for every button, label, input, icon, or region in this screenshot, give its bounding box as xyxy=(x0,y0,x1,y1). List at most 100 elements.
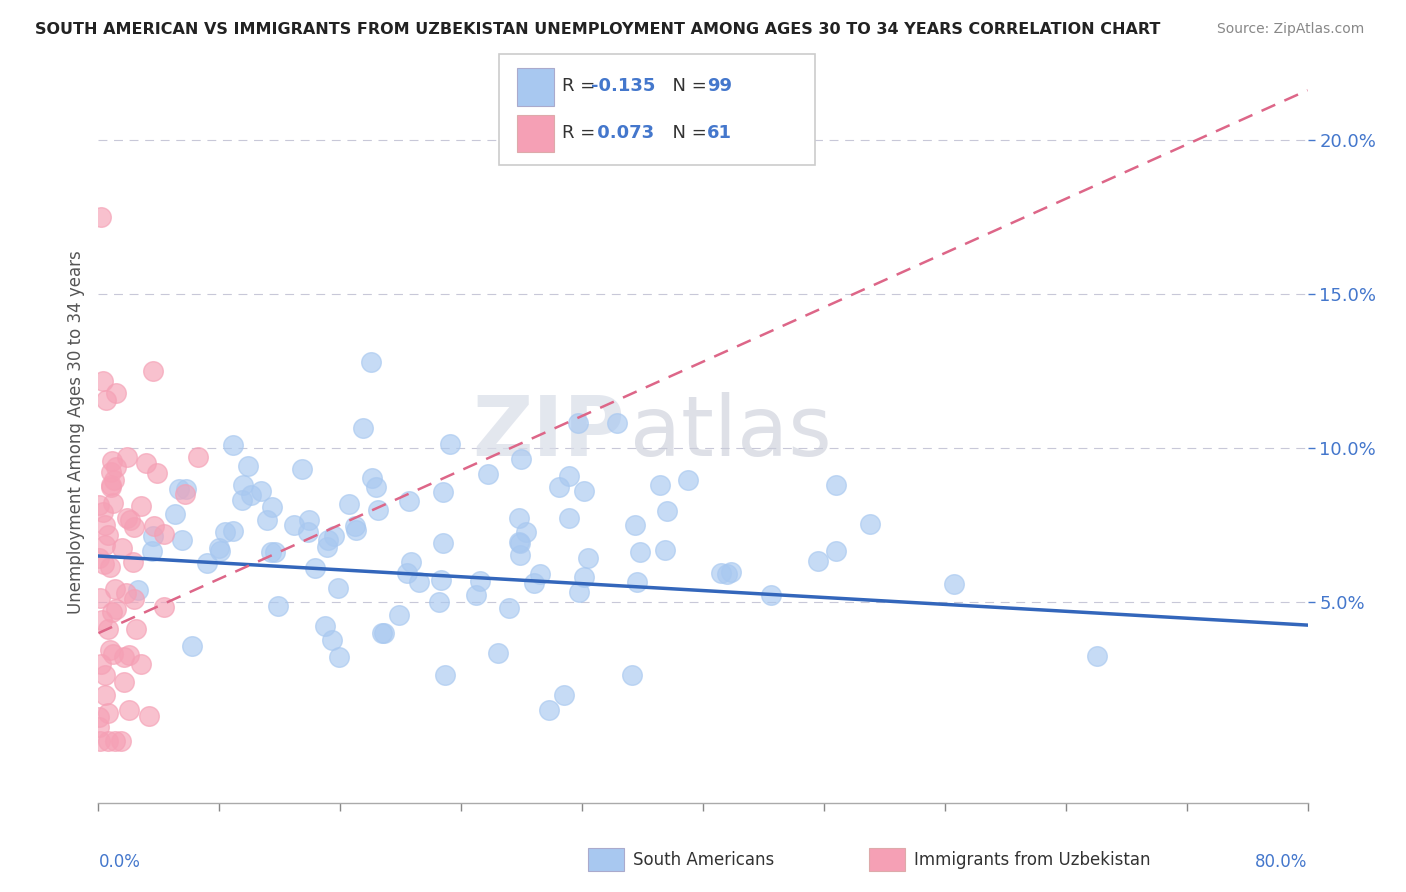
Point xyxy=(118,648,141,662)
Point xyxy=(214,525,236,540)
Point xyxy=(89,734,111,748)
Point xyxy=(408,574,430,589)
Point xyxy=(97,622,120,636)
Point xyxy=(429,595,451,609)
Point xyxy=(432,485,454,500)
Point xyxy=(122,519,145,533)
Point xyxy=(174,482,197,496)
Point xyxy=(291,462,314,476)
Point xyxy=(465,588,488,602)
Point xyxy=(142,364,165,378)
Point xyxy=(100,477,122,491)
Text: R =: R = xyxy=(562,124,602,142)
Text: ZIP: ZIP xyxy=(472,392,624,473)
Point xyxy=(208,541,231,555)
Text: 80.0%: 80.0% xyxy=(1256,853,1308,871)
Point xyxy=(361,471,384,485)
Point xyxy=(117,450,139,464)
Point xyxy=(105,385,128,400)
Point xyxy=(366,480,388,494)
Point xyxy=(172,533,194,547)
Point xyxy=(89,710,111,724)
Point xyxy=(321,632,343,647)
Point xyxy=(567,417,589,431)
Point xyxy=(90,210,112,224)
Point xyxy=(94,392,117,407)
Point xyxy=(89,498,111,512)
Point xyxy=(129,499,152,513)
Point xyxy=(124,591,146,606)
Point xyxy=(298,513,321,527)
Point xyxy=(94,667,117,681)
Point xyxy=(396,566,419,581)
Point xyxy=(240,488,263,502)
Point xyxy=(508,535,530,549)
Point xyxy=(655,503,678,517)
Point xyxy=(101,453,124,467)
Point xyxy=(87,720,110,734)
Point xyxy=(153,599,176,614)
Point xyxy=(568,585,591,599)
Point xyxy=(807,554,830,568)
Text: 0.0%: 0.0% xyxy=(98,853,141,871)
Point xyxy=(263,545,285,559)
Point xyxy=(90,657,112,671)
Point xyxy=(93,688,115,702)
Point xyxy=(352,420,374,434)
Point xyxy=(103,647,125,661)
Point xyxy=(434,668,457,682)
Point xyxy=(232,477,254,491)
Point xyxy=(90,613,112,627)
Text: atlas: atlas xyxy=(630,392,832,473)
Point xyxy=(174,486,197,500)
Point xyxy=(104,734,127,748)
Point xyxy=(538,703,561,717)
Point xyxy=(104,602,127,616)
Point xyxy=(110,734,132,748)
Point xyxy=(371,626,394,640)
Point xyxy=(515,524,537,539)
Point xyxy=(558,469,581,483)
Point xyxy=(553,689,575,703)
Point xyxy=(360,354,382,368)
Point xyxy=(858,517,880,532)
Point xyxy=(477,467,499,482)
Point xyxy=(115,511,138,525)
Point xyxy=(141,543,163,558)
Text: Immigrants from Uzbekistan: Immigrants from Uzbekistan xyxy=(914,851,1150,869)
Point xyxy=(716,567,738,582)
Point xyxy=(304,560,326,574)
Point xyxy=(316,533,339,548)
Point xyxy=(628,545,651,559)
Point xyxy=(111,541,134,555)
Point xyxy=(98,643,121,657)
Point xyxy=(100,465,122,479)
Point xyxy=(97,528,120,542)
Point xyxy=(367,502,389,516)
Point xyxy=(399,555,422,569)
Point xyxy=(187,450,209,465)
Point xyxy=(138,708,160,723)
Point xyxy=(328,650,350,665)
Point xyxy=(127,582,149,597)
Point xyxy=(260,545,283,559)
Point xyxy=(1085,649,1108,664)
Point xyxy=(98,560,121,574)
Point xyxy=(135,456,157,470)
Point xyxy=(142,528,165,542)
Point xyxy=(509,535,531,549)
Point xyxy=(557,510,579,524)
Point xyxy=(118,513,141,527)
Point xyxy=(142,519,165,533)
Point xyxy=(195,557,218,571)
Point xyxy=(654,543,676,558)
Point xyxy=(509,452,531,467)
Point xyxy=(260,500,283,514)
Point xyxy=(236,459,259,474)
Point xyxy=(432,535,454,549)
Text: Source: ZipAtlas.com: Source: ZipAtlas.com xyxy=(1216,22,1364,37)
Text: N =: N = xyxy=(661,124,713,142)
Point xyxy=(720,565,742,579)
Point xyxy=(121,555,143,569)
Point xyxy=(710,566,733,580)
